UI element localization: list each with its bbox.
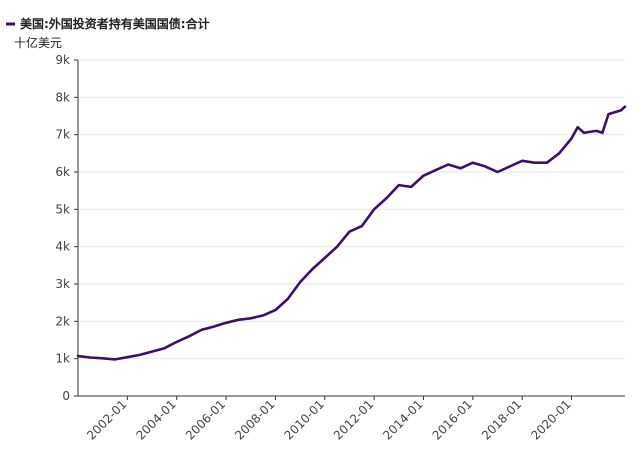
y-tick-label: 9k [55, 53, 70, 67]
x-tick-label: 2020-01 [528, 397, 573, 442]
x-axis-ticks: 2002-01 2004-01 2006-01 2008-01 2010-01 2012-… [84, 396, 574, 443]
legend: 美国:外国投资者持有美国国债:合计 [6, 16, 210, 31]
grid-lines [78, 59, 625, 360]
y-tick-label: 6k [55, 165, 70, 179]
x-tick-label: 2002-01 [84, 397, 129, 442]
x-tick-label: 2018-01 [479, 397, 524, 442]
y-tick-label: 8k [55, 90, 70, 104]
y-tick-label: 5k [55, 202, 70, 216]
y-tick-label: 7k [55, 128, 70, 142]
x-tick-label: 2016-01 [430, 397, 475, 442]
x-tick-label: 2008-01 [232, 397, 277, 442]
y-tick-label: 3k [55, 277, 70, 291]
x-tick-label: 2006-01 [183, 397, 228, 442]
y-axis-unit-label: 十亿美元 [14, 35, 62, 50]
x-tick-label: 2012-01 [331, 397, 376, 442]
x-tick-label: 2004-01 [133, 397, 178, 442]
axes [77, 60, 625, 397]
y-tick-label: 4k [55, 240, 70, 254]
y-tick-label: 2k [55, 314, 70, 328]
y-axis-ticks: 0 1k 2k 3k 4k 5k 6k 7k 8k 9k [55, 53, 78, 403]
legend-label: 美国:外国投资者持有美国国债:合计 [20, 16, 210, 31]
x-tick-label: 2014-01 [380, 397, 425, 442]
series-layer [76, 105, 627, 361]
series-line [76, 105, 627, 361]
y-tick-label: 0 [62, 389, 70, 403]
x-tick-label: 2010-01 [282, 397, 327, 442]
y-tick-label: 1k [55, 352, 70, 366]
